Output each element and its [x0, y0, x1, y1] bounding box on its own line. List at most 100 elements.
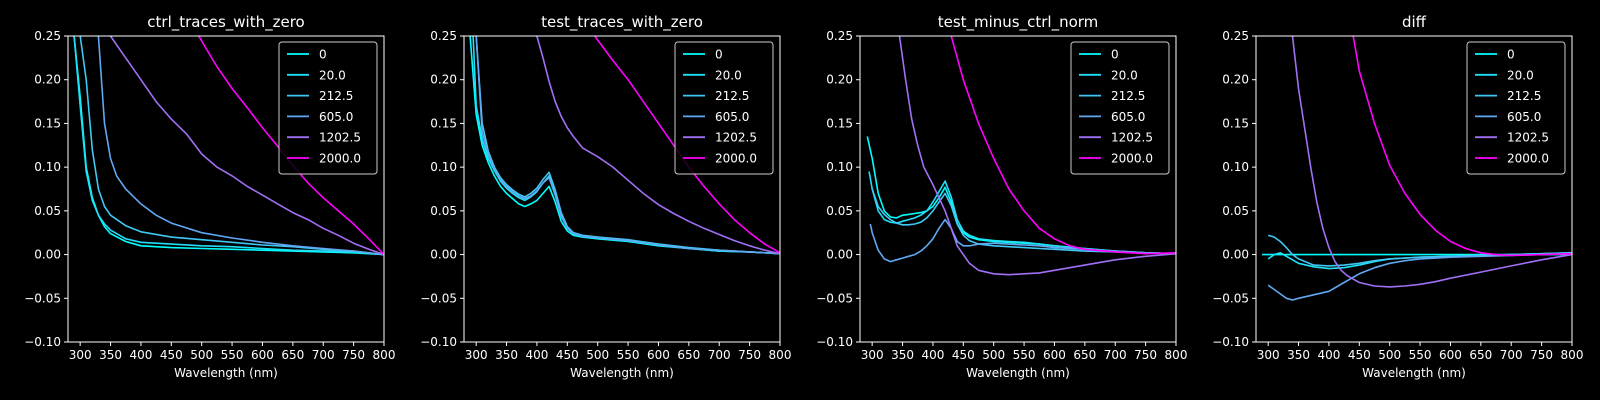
- legend-entry: 212.5: [1507, 89, 1541, 103]
- legend-entry: 212.5: [319, 89, 353, 103]
- legend-entry: 212.5: [715, 89, 749, 103]
- y-tick-label: 0.05: [826, 204, 853, 218]
- y-tick-label: 0.00: [430, 248, 457, 262]
- legend: 0 20.0 212.5 605.0 1202.5 2000.0: [1466, 41, 1566, 175]
- x-tick-label: 650: [1469, 348, 1492, 362]
- series-group: [866, 36, 1176, 276]
- x-tick-label: 700: [1104, 348, 1127, 362]
- series-line-1202-5: [1291, 36, 1572, 288]
- y-tick-label: 0.05: [1222, 204, 1249, 218]
- y-tick-label: 0.20: [826, 73, 853, 87]
- series-line-2000-0: [1352, 36, 1572, 257]
- x-axis-label: Wavelength (nm): [1362, 366, 1466, 380]
- chart-panel-3: test_minus_ctrl_norm 300 350 400 450 500 550 60…: [816, 13, 1187, 380]
- y-tick-label: 0.10: [430, 160, 457, 174]
- x-tick-label: 300: [69, 348, 92, 362]
- series-line-605-0: [475, 36, 780, 255]
- legend-entry: 2000.0: [319, 152, 361, 166]
- y-tick-label: 0.00: [826, 248, 853, 262]
- y-tick-label: −0.05: [816, 291, 853, 305]
- axes-frame: [463, 35, 781, 343]
- chart-title: test_minus_ctrl_norm: [938, 13, 1099, 32]
- legend-entry: 2000.0: [1507, 152, 1549, 166]
- x-tick-label: 500: [586, 348, 609, 362]
- x-tick-label: 750: [1134, 348, 1157, 362]
- legend-entry: 605.0: [319, 110, 353, 124]
- x-tick-label: 450: [1348, 348, 1371, 362]
- x-tick-label: 400: [1317, 348, 1340, 362]
- x-tick-label: 550: [1409, 348, 1432, 362]
- x-tick-label: 700: [708, 348, 731, 362]
- x-tick-label: 350: [891, 348, 914, 362]
- x-tick-label: 650: [281, 348, 304, 362]
- y-tick-label: 0.25: [34, 29, 61, 43]
- legend-entry: 0: [1111, 48, 1119, 62]
- series-line-605-0: [1267, 252, 1572, 301]
- axes-frame: [1255, 35, 1573, 343]
- series-line-212-5: [1267, 234, 1572, 267]
- legend: 0 20.0 212.5 605.0 1202.5 2000.0: [674, 41, 774, 175]
- legend-entry: 0: [319, 48, 327, 62]
- series-line-2000-0: [950, 36, 1176, 255]
- x-tick-label: 500: [982, 348, 1005, 362]
- x-tick-label: 350: [1287, 348, 1310, 362]
- series-line-605-0: [97, 36, 384, 256]
- x-tick-label: 350: [99, 348, 122, 362]
- legend-entry: 20.0: [1111, 68, 1138, 82]
- x-tick-label: 700: [312, 348, 335, 362]
- x-tick-label: 800: [1561, 348, 1584, 362]
- series-line-212-5: [871, 188, 1176, 255]
- x-tick-label: 800: [373, 348, 396, 362]
- x-tick-label: 600: [647, 348, 670, 362]
- y-tick-label: 0.25: [430, 29, 457, 43]
- y-tick-label: 0.20: [34, 73, 61, 87]
- legend: 0 20.0 212.5 605.0 1202.5 2000.0: [278, 41, 378, 175]
- y-tick-label: −0.10: [420, 335, 457, 349]
- y-tick-label: 0.05: [430, 204, 457, 218]
- chart-panel-2: test_traces_with_zero 300 350 400 450 500 550 6…: [420, 13, 791, 380]
- x-axis-label: Wavelength (nm): [966, 366, 1070, 380]
- x-tick-label: 400: [921, 348, 944, 362]
- y-tick-label: 0.15: [430, 116, 457, 130]
- x-tick-label: 750: [342, 348, 365, 362]
- legend-entry: 0: [715, 48, 723, 62]
- legend: 0 20.0 212.5 605.0 1202.5 2000.0: [1070, 41, 1170, 175]
- x-tick-label: 300: [1257, 348, 1280, 362]
- legend-entry: 1202.5: [715, 131, 757, 145]
- y-tick-label: 0.10: [34, 160, 61, 174]
- y-tick-label: −0.05: [24, 291, 61, 305]
- y-tick-label: 0.10: [826, 160, 853, 174]
- x-tick-label: 550: [617, 348, 640, 362]
- series-line-1202-5: [898, 36, 1176, 276]
- y-tick-label: 0.00: [34, 248, 61, 262]
- y-tick-label: 0.00: [1222, 248, 1249, 262]
- y-tick-label: −0.10: [24, 335, 61, 349]
- legend-entry: 605.0: [1111, 110, 1145, 124]
- series-group: [1262, 36, 1572, 301]
- series-line-1202-5: [109, 36, 384, 256]
- x-tick-label: 800: [769, 348, 792, 362]
- x-tick-label: 450: [556, 348, 579, 362]
- y-tick-label: 0.25: [1222, 29, 1249, 43]
- y-tick-label: 0.20: [1222, 73, 1249, 87]
- chart-title: ctrl_traces_with_zero: [147, 13, 304, 32]
- x-tick-label: 650: [1073, 348, 1096, 362]
- x-tick-label: 700: [1500, 348, 1523, 362]
- x-axis-label: Wavelength (nm): [570, 366, 674, 380]
- x-axis-label: Wavelength (nm): [174, 366, 278, 380]
- series-line-212-5: [475, 36, 780, 255]
- y-tick-label: 0.15: [826, 116, 853, 130]
- x-tick-label: 400: [129, 348, 152, 362]
- series-line-20-0: [868, 171, 1176, 255]
- series-line-0: [469, 36, 780, 255]
- y-tick-label: −0.10: [816, 335, 853, 349]
- legend-entry: 20.0: [715, 68, 742, 82]
- y-tick-label: 0.15: [34, 116, 61, 130]
- y-tick-label: 0.10: [1222, 160, 1249, 174]
- x-tick-label: 400: [525, 348, 548, 362]
- legend-entry: 0: [1507, 48, 1515, 62]
- legend-entry: 605.0: [715, 110, 749, 124]
- x-tick-label: 450: [952, 348, 975, 362]
- x-tick-label: 650: [677, 348, 700, 362]
